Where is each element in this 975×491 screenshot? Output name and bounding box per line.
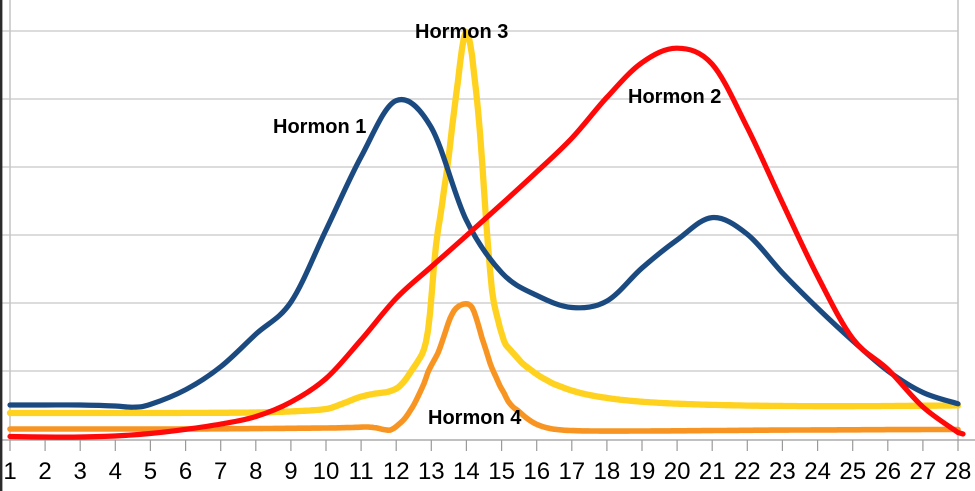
svg-text:17: 17 bbox=[558, 458, 585, 485]
svg-text:14: 14 bbox=[453, 458, 480, 485]
svg-text:11: 11 bbox=[349, 458, 374, 485]
svg-text:5: 5 bbox=[144, 458, 157, 485]
svg-text:23: 23 bbox=[769, 458, 796, 485]
svg-text:22: 22 bbox=[734, 458, 761, 485]
svg-text:27: 27 bbox=[910, 458, 937, 485]
svg-text:7: 7 bbox=[214, 458, 227, 485]
svg-text:16: 16 bbox=[523, 458, 550, 485]
svg-text:19: 19 bbox=[629, 458, 656, 485]
svg-text:18: 18 bbox=[594, 458, 621, 485]
svg-text:8: 8 bbox=[249, 458, 262, 485]
svg-text:1: 1 bbox=[3, 458, 16, 485]
svg-text:3: 3 bbox=[74, 458, 87, 485]
svg-text:26: 26 bbox=[874, 458, 901, 485]
svg-text:28: 28 bbox=[945, 458, 972, 485]
svg-text:2: 2 bbox=[38, 458, 51, 485]
svg-text:25: 25 bbox=[839, 458, 866, 485]
svg-text:Hormon 2: Hormon 2 bbox=[628, 86, 721, 108]
svg-text:Hormon 1: Hormon 1 bbox=[273, 116, 366, 138]
svg-text:6: 6 bbox=[179, 458, 192, 485]
svg-text:Hormon 3: Hormon 3 bbox=[415, 21, 508, 43]
svg-text:4: 4 bbox=[109, 458, 122, 485]
svg-text:15: 15 bbox=[488, 458, 515, 485]
svg-text:20: 20 bbox=[664, 458, 691, 485]
svg-text:Hormon 4: Hormon 4 bbox=[428, 407, 522, 429]
svg-text:21: 21 bbox=[699, 458, 726, 485]
svg-text:12: 12 bbox=[383, 458, 410, 485]
svg-text:10: 10 bbox=[313, 458, 340, 485]
svg-text:13: 13 bbox=[418, 458, 445, 485]
svg-text:9: 9 bbox=[284, 458, 297, 485]
svg-text:24: 24 bbox=[804, 458, 831, 485]
